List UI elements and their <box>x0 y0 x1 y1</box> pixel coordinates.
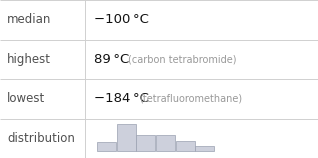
Text: highest: highest <box>7 53 51 66</box>
Text: (carbon tetrabromide): (carbon tetrabromide) <box>128 54 237 64</box>
Text: (tetrafluoromethane): (tetrafluoromethane) <box>140 94 243 104</box>
Text: −100 °C: −100 °C <box>94 13 149 26</box>
Bar <box>156 134 175 151</box>
Text: 89 °C: 89 °C <box>94 53 129 66</box>
Bar <box>97 142 116 151</box>
Text: lowest: lowest <box>7 92 45 105</box>
Text: median: median <box>7 13 52 26</box>
Bar <box>195 146 214 151</box>
Bar <box>136 134 155 151</box>
Text: −184 °C: −184 °C <box>94 92 149 105</box>
Bar <box>117 124 135 151</box>
Bar <box>176 141 195 151</box>
Text: distribution: distribution <box>7 132 75 145</box>
